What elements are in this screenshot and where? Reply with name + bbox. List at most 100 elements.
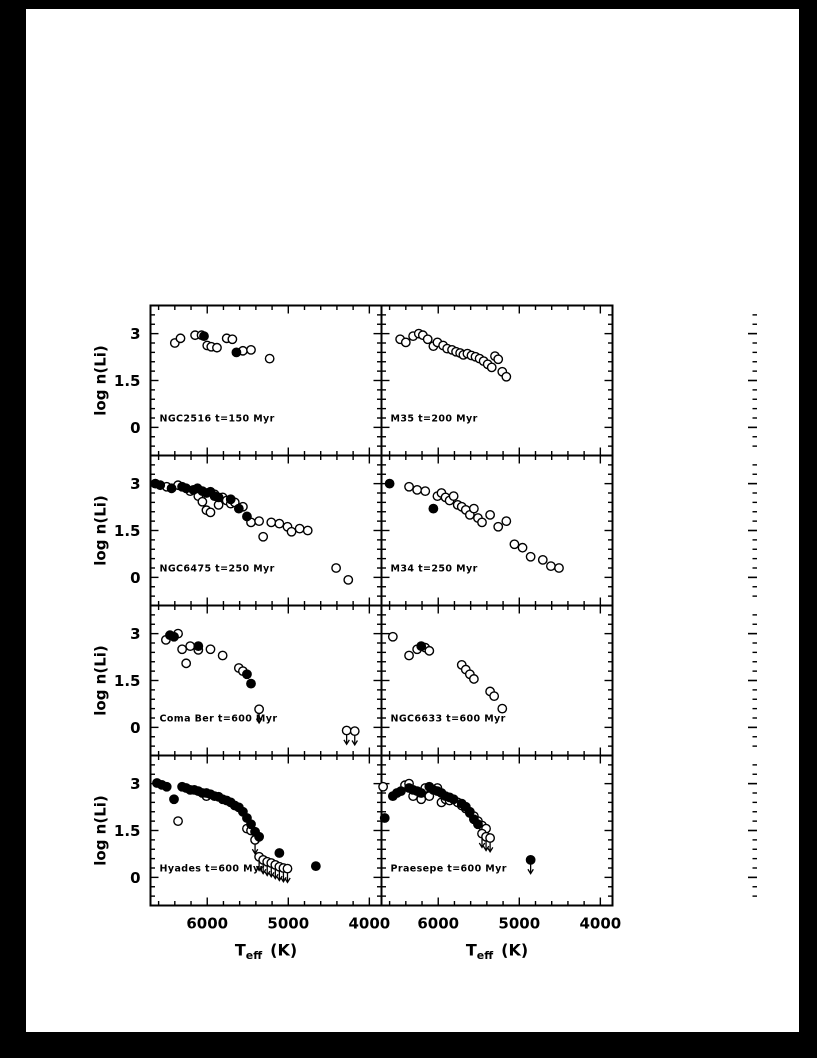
panel-frame — [380, 754, 614, 907]
panel-frame — [380, 304, 614, 457]
scatter-point-open — [493, 354, 504, 365]
upper-limit-arrowhead — [255, 718, 263, 725]
scatter-point-open — [302, 525, 313, 536]
x-tick-label: 6000 — [186, 915, 228, 933]
panel-ngc6633: NGC6633 t=600 Myr — [380, 604, 614, 757]
scatter-point-filled — [242, 511, 252, 522]
scatter-point-filled — [274, 848, 285, 858]
x-tick-label: 6000 — [417, 915, 459, 933]
outer-axis-labels: 3 1.5 0 log n(Li) 3 1.5 0 log n(Li) 3 1.5 0 log n(L… — [92, 325, 622, 962]
panel-label: NGC2516 t=150 Myr — [160, 414, 275, 425]
scatter-point-open — [387, 631, 398, 642]
scatter-point-open — [175, 333, 186, 344]
scatter-point-open — [274, 518, 285, 529]
upper-limit-arrowhead — [259, 868, 267, 875]
x-axis-title: Teff (K) — [466, 941, 528, 963]
scan-border-right — [799, 0, 817, 1058]
cropped-right-axis-ticks — [748, 314, 757, 897]
panel-ngc2516: NGC2516 t=150 Myr — [149, 304, 383, 457]
y-axis-title: log n(Li) — [92, 645, 110, 716]
scatter-point-open — [422, 334, 433, 345]
y-tick-label: 1.5 — [114, 522, 141, 540]
scatter-point-open — [448, 491, 459, 502]
panel-label: M34 t=250 Myr — [391, 564, 478, 575]
upper-limit-arrowhead — [284, 877, 291, 884]
scatter-point-filled — [155, 480, 166, 491]
scatter-point-open — [517, 542, 528, 553]
scatter-point-open — [404, 650, 414, 661]
panel-label: Praesepe t=600 Myr — [391, 864, 507, 875]
y-tick-label: 3 — [130, 325, 140, 343]
scatter-point-open — [177, 644, 188, 655]
scatter-point-open — [485, 509, 496, 520]
scatter-point-open — [205, 507, 216, 518]
scatter-point-filled — [225, 494, 236, 505]
panel-frame — [149, 754, 383, 907]
scatter-point-filled — [213, 492, 224, 503]
scatter-point-open — [378, 781, 389, 792]
scatter-point-open-limit — [485, 833, 496, 843]
scatter-point-open — [537, 554, 548, 565]
scatter-point-open — [331, 563, 342, 573]
panel-m34: M34 t=250 Myr — [380, 454, 614, 607]
upper-limit-arrowhead — [478, 842, 486, 849]
scatter-point-filled — [161, 781, 172, 792]
scatter-point-filled — [428, 503, 439, 514]
panel-label: Coma Ber t=600 Myr — [160, 714, 278, 725]
scatter-point-open — [254, 516, 265, 527]
upper-limit-arrowhead — [343, 739, 350, 746]
scatter-point-filled — [416, 641, 427, 652]
scatter-point-open — [258, 531, 269, 542]
scatter-point-open — [468, 674, 479, 684]
scatter-point-open-limit — [349, 726, 360, 737]
y-axis-title: log n(Li) — [92, 795, 110, 866]
upper-limit-arrowhead — [351, 740, 359, 747]
scatter-point-filled — [166, 483, 177, 494]
panel-hyades: Hyades t=600 Myr — [149, 754, 383, 907]
scatter-point-filled-limit — [525, 854, 536, 865]
upper-limit-arrowhead — [255, 865, 263, 872]
scatter-point-filled — [396, 786, 406, 797]
scatter-point-filled — [464, 806, 475, 817]
scatter-point-open — [493, 521, 504, 532]
scatter-point-open-limit — [282, 863, 293, 874]
y-tick-label: 0 — [130, 719, 140, 737]
scatter-point-filled — [231, 347, 242, 358]
panel-ngc6475: NGC6475 t=250 Myr — [149, 454, 383, 607]
scatter-point-open — [525, 551, 536, 562]
panel-label: NGC6475 t=250 Myr — [160, 564, 275, 575]
scatter-point-open — [173, 816, 183, 827]
scan-border-left — [0, 0, 26, 1058]
scatter-point-open — [501, 371, 512, 382]
scatter-point-open — [424, 645, 435, 656]
scatter-point-open — [246, 344, 256, 355]
scatter-point-open — [486, 362, 497, 373]
scatter-point-open — [400, 337, 411, 348]
x-tick-label: 4000 — [348, 915, 390, 933]
scatter-point-open — [294, 523, 305, 534]
y-tick-label: 1.5 — [114, 372, 141, 390]
scatter-point-open — [343, 574, 354, 585]
upper-limit-arrowhead — [486, 847, 494, 854]
scatter-point-open — [509, 539, 520, 550]
panel-praesepe: Praesepe t=600 Myr — [378, 754, 614, 907]
panel-m35: M35 t=200 Myr — [380, 304, 614, 457]
y-tick-label: 0 — [130, 419, 140, 437]
scatter-point-filled — [242, 669, 252, 680]
scatter-point-open — [412, 484, 423, 495]
y-tick-label: 1.5 — [114, 822, 141, 840]
scatter-point-open — [264, 353, 275, 364]
panel-label: NGC6633 t=600 Myr — [391, 714, 506, 725]
scatter-point-filled — [416, 788, 427, 798]
upper-limit-arrowhead — [251, 848, 259, 855]
scatter-point-filled — [233, 503, 244, 514]
x-axis-title: Teff (K) — [235, 941, 297, 963]
scatter-point-filled — [473, 819, 483, 830]
panel-label: Hyades t=600 Myr — [160, 864, 265, 875]
y-axis-title: log n(Li) — [92, 495, 110, 566]
scan-border-bottom — [0, 1032, 817, 1058]
upper-limit-arrowhead — [268, 872, 275, 879]
panel-label: M35 t=200 Myr — [391, 414, 478, 425]
scatter-point-open — [212, 342, 222, 353]
scatter-point-filled — [448, 794, 459, 805]
